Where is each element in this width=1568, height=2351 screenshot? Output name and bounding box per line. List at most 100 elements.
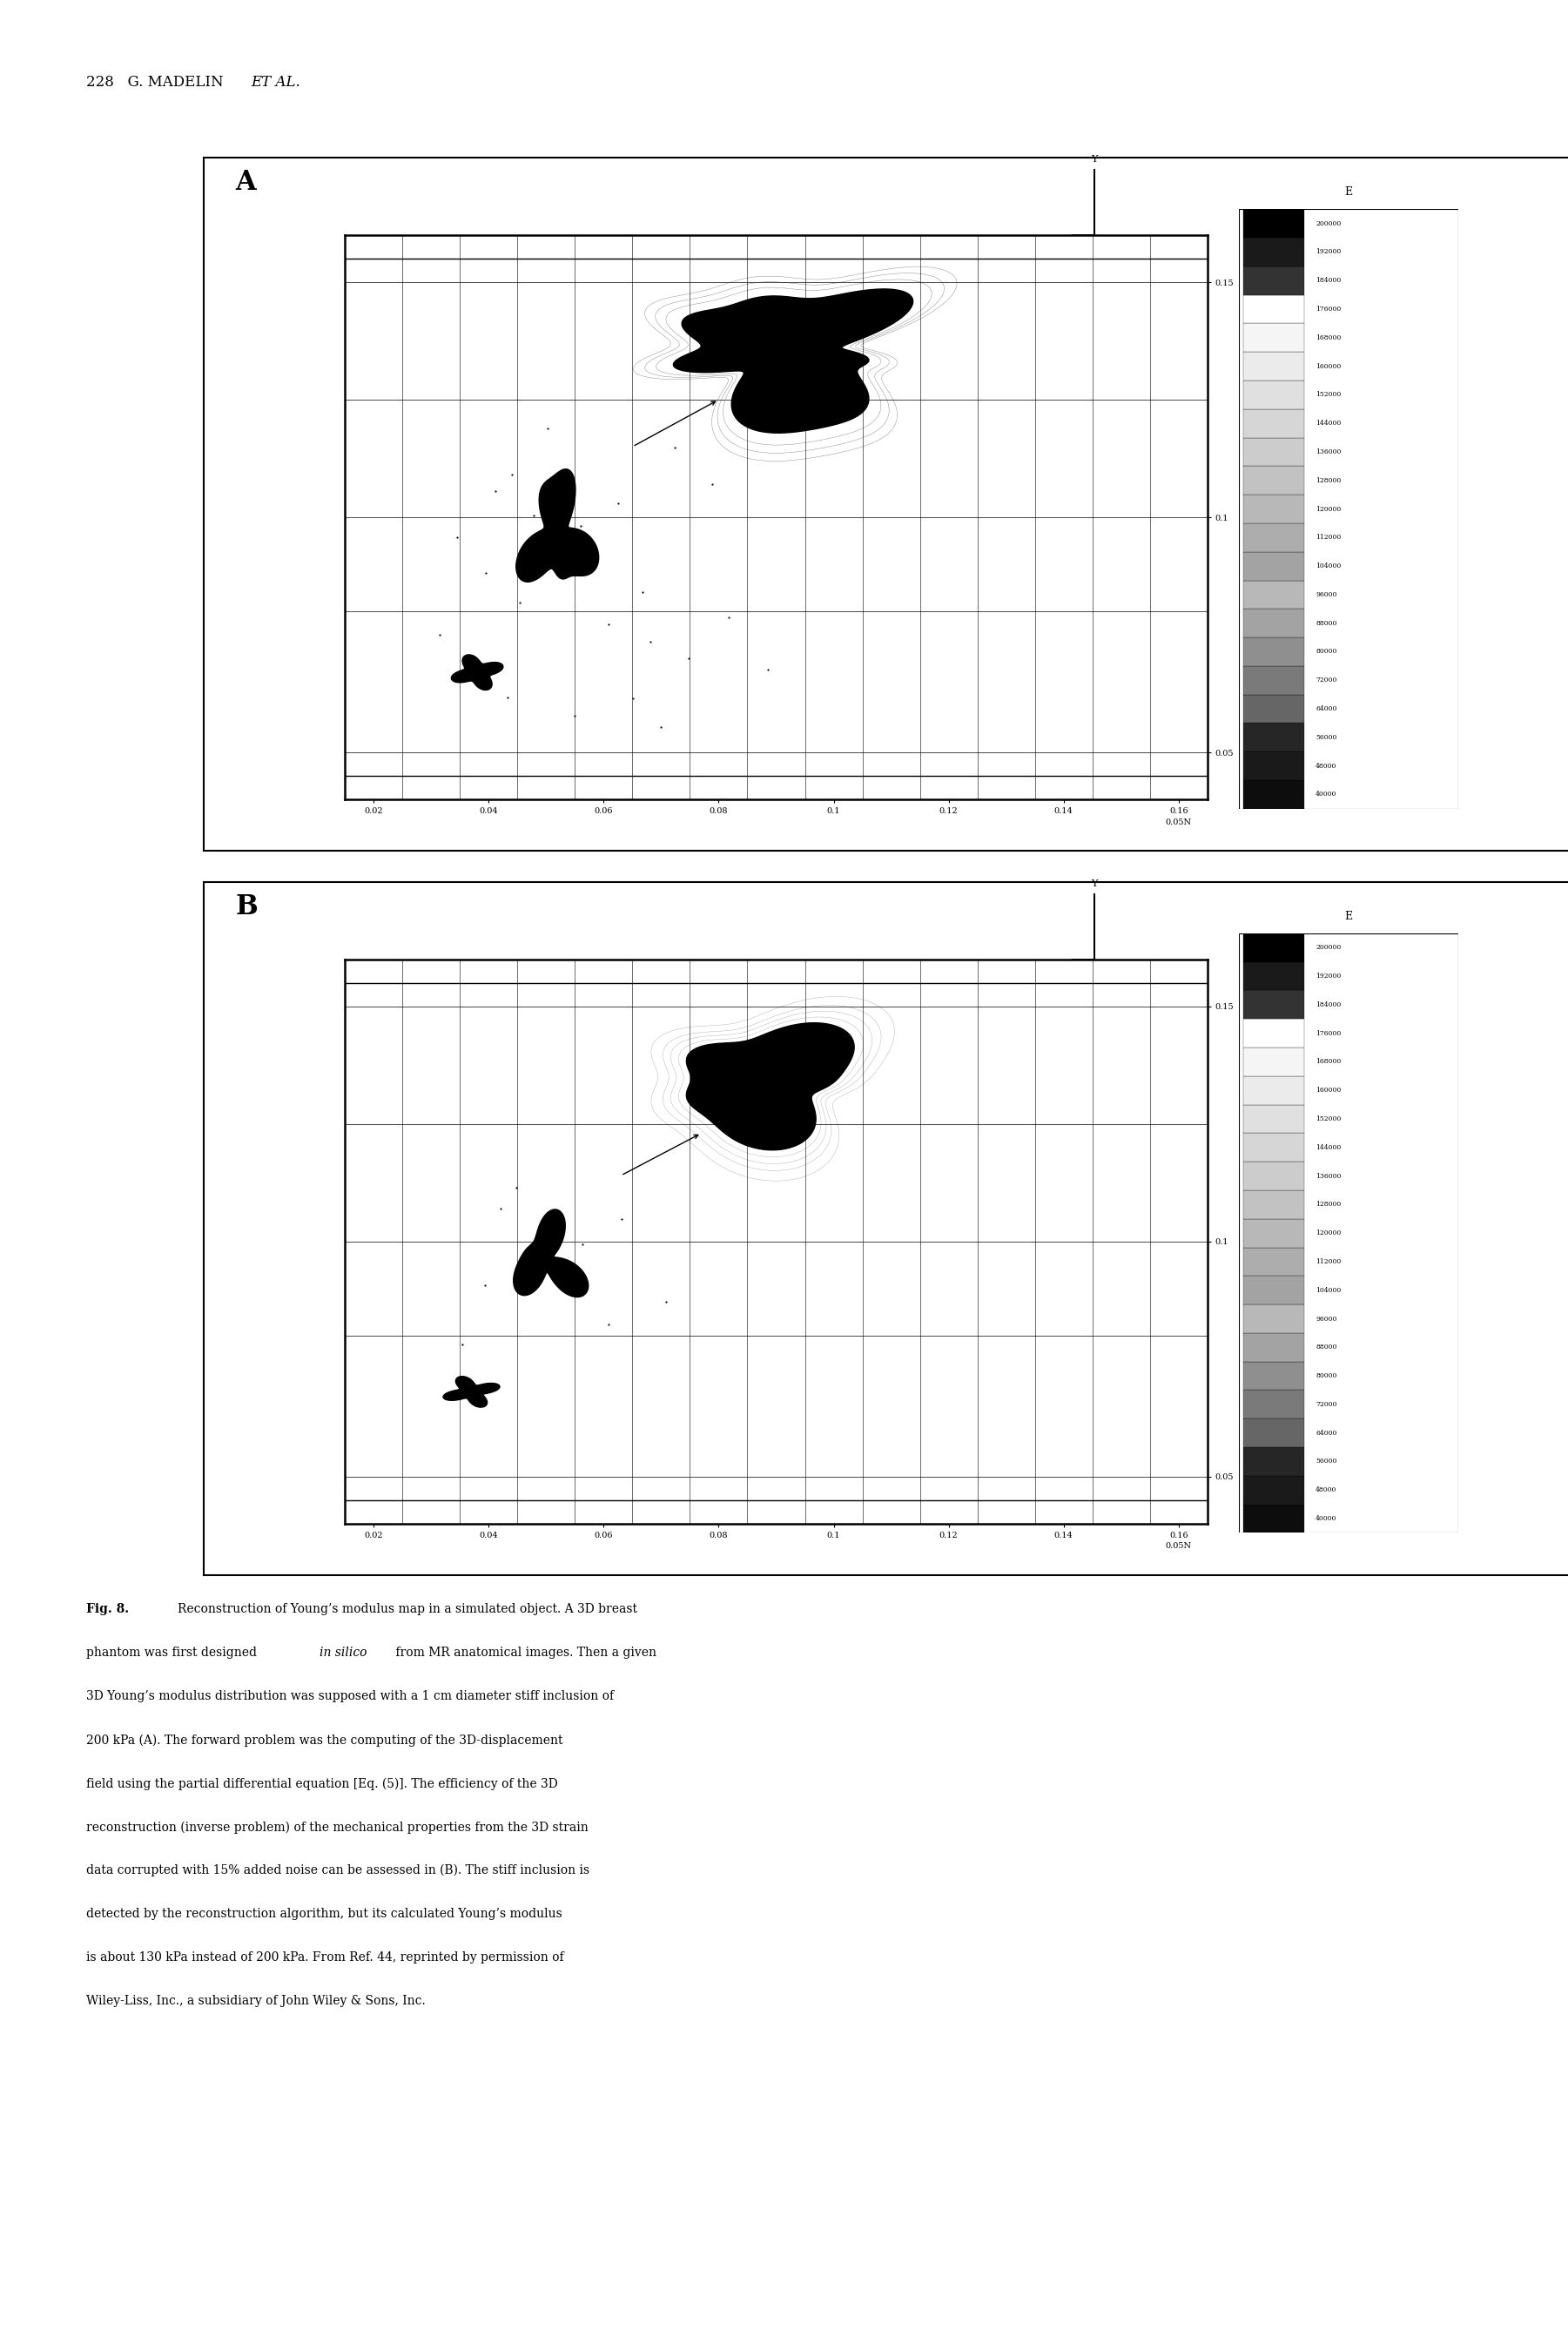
Bar [1243,694,1305,724]
Bar [1243,781,1305,809]
Text: 228   G. MADELIN: 228 G. MADELIN [86,75,232,89]
Text: 0.05N: 0.05N [1165,818,1192,825]
Bar [1243,1161,1305,1190]
Text: 200000: 200000 [1316,221,1341,228]
Bar [1243,609,1305,637]
Text: 176000: 176000 [1316,306,1341,313]
Text: Z: Z [1069,263,1076,270]
Bar [1243,1277,1305,1305]
Bar [1243,1448,1305,1476]
Bar [1243,752,1305,781]
Bar [1243,665,1305,694]
Text: 112000: 112000 [1316,1258,1341,1265]
Text: from MR anatomical images. Then a given: from MR anatomical images. Then a given [392,1646,657,1660]
Text: 40000: 40000 [1316,1514,1338,1521]
Bar [1243,1049,1305,1077]
Polygon shape [516,470,599,583]
Text: 168000: 168000 [1316,334,1341,341]
Bar [1243,294,1305,324]
Bar [1243,1505,1305,1533]
Text: 80000: 80000 [1316,1373,1338,1380]
Bar [1243,209,1305,237]
Text: ET AL.: ET AL. [251,75,301,89]
Text: 56000: 56000 [1316,1458,1338,1465]
Bar [1243,381,1305,409]
Text: x: x [1190,252,1195,261]
Text: detected by the reconstruction algorithm, but its calculated Young’s modulus: detected by the reconstruction algorithm… [86,1909,563,1921]
Text: 40000: 40000 [1316,790,1338,797]
Text: 192000: 192000 [1316,249,1341,256]
Text: 56000: 56000 [1316,734,1338,741]
Bar [1243,1105,1305,1133]
Bar [1243,1248,1305,1277]
Text: 112000: 112000 [1316,534,1341,541]
Y-axis label: y: y [1239,517,1243,527]
Polygon shape [452,654,503,691]
Bar [1243,1389,1305,1418]
Text: Fig. 8.: Fig. 8. [86,1603,129,1615]
Bar [1243,465,1305,494]
Text: 3D Young’s modulus distribution was supposed with a 1 cm diameter stiff inclusio: 3D Young’s modulus distribution was supp… [86,1690,615,1702]
Bar [1243,237,1305,266]
Text: 168000: 168000 [1316,1058,1341,1065]
Text: B: B [235,893,257,919]
Bar [1243,1418,1305,1448]
Text: 72000: 72000 [1316,677,1338,684]
Text: 136000: 136000 [1316,449,1341,456]
Text: Wiley-Liss, Inc., a subsidiary of John Wiley & Sons, Inc.: Wiley-Liss, Inc., a subsidiary of John W… [86,1994,425,2008]
Bar [1243,437,1305,465]
Polygon shape [444,1375,500,1408]
Bar [1243,637,1305,665]
Text: A: A [235,169,256,195]
Text: Reconstruction of Young’s modulus map in a simulated object. A 3D breast: Reconstruction of Young’s modulus map in… [177,1603,637,1615]
Text: 192000: 192000 [1316,973,1341,980]
Text: 144000: 144000 [1316,421,1341,428]
Polygon shape [687,1023,855,1150]
Text: 160000: 160000 [1316,1086,1341,1093]
Text: 96000: 96000 [1316,1314,1338,1321]
Text: reconstruction (inverse problem) of the mechanical properties from the 3D strain: reconstruction (inverse problem) of the … [86,1822,588,1834]
Text: E: E [1344,910,1353,922]
Text: E: E [1344,186,1353,197]
Text: 144000: 144000 [1316,1145,1341,1152]
Y-axis label: y: y [1239,1241,1243,1251]
Text: Y: Y [1091,879,1098,889]
Text: field using the partial differential equation [Eq. (5)]. The efficiency of the 3: field using the partial differential equ… [86,1777,558,1789]
Bar [1243,1190,1305,1218]
Text: 64000: 64000 [1316,705,1338,712]
Text: 152000: 152000 [1316,1114,1341,1121]
Bar [1243,1333,1305,1361]
Bar [1243,1077,1305,1105]
Text: 104000: 104000 [1316,562,1341,569]
Text: 128000: 128000 [1316,1201,1341,1208]
Text: 176000: 176000 [1316,1030,1341,1037]
Text: is about 130 kPa instead of 200 kPa. From Ref. 44, reprinted by permission of: is about 130 kPa instead of 200 kPa. Fro… [86,1951,564,1963]
Bar [1243,581,1305,609]
Text: 88000: 88000 [1316,621,1338,628]
Text: phantom was first designed: phantom was first designed [86,1646,260,1660]
Text: 136000: 136000 [1316,1173,1341,1180]
Text: 48000: 48000 [1316,1486,1338,1493]
Bar [1243,266,1305,294]
Text: 48000: 48000 [1316,762,1338,769]
Polygon shape [673,289,913,433]
Bar [1243,1361,1305,1389]
Text: x: x [1190,976,1195,985]
Text: Y: Y [1091,155,1098,165]
Bar [1243,1305,1305,1333]
Bar [1243,409,1305,437]
Text: 120000: 120000 [1316,1230,1341,1237]
Text: 160000: 160000 [1316,362,1341,369]
Bar [1243,353,1305,381]
Bar [1243,962,1305,990]
Text: Z: Z [1069,987,1076,994]
Text: 128000: 128000 [1316,477,1341,484]
Bar [1243,990,1305,1018]
Text: in silico: in silico [320,1646,367,1660]
Text: 120000: 120000 [1316,505,1341,513]
Text: 0.05N: 0.05N [1165,1542,1192,1549]
Text: 88000: 88000 [1316,1345,1338,1352]
Text: 184000: 184000 [1316,1002,1341,1009]
Polygon shape [513,1208,588,1298]
Bar [1243,524,1305,552]
